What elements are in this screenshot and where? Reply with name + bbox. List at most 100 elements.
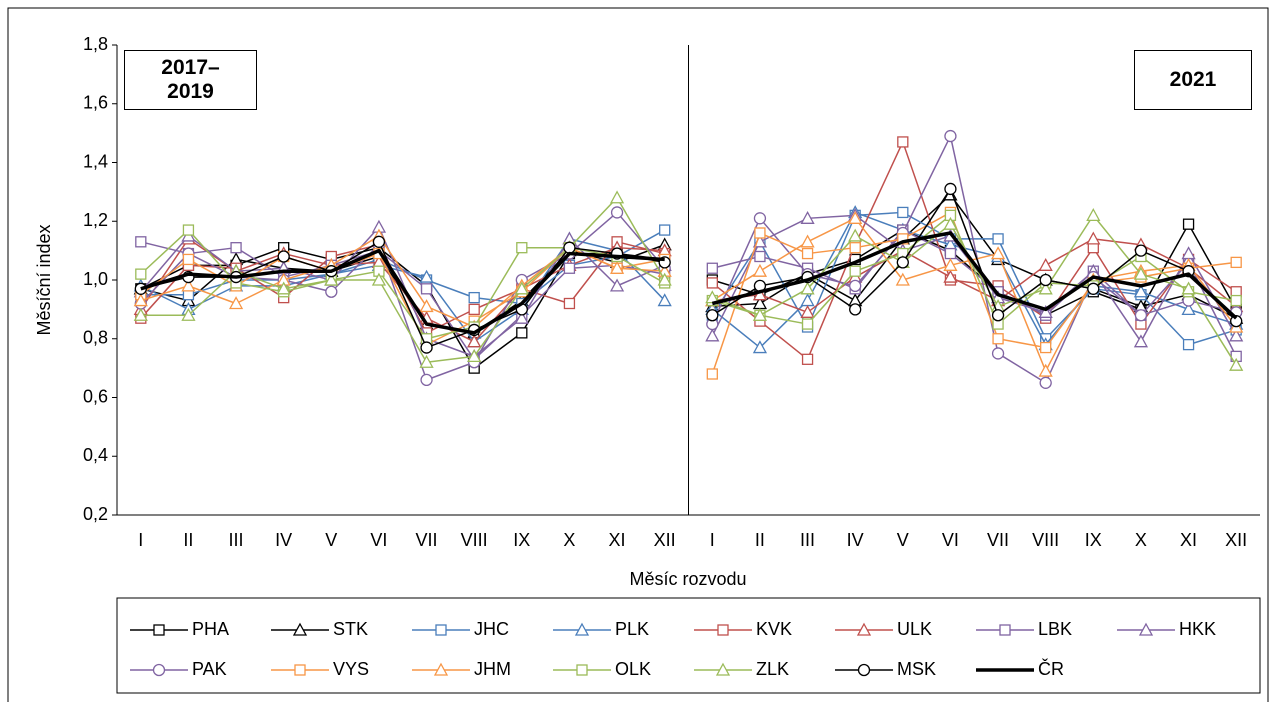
- y-tick-label: 1,4: [83, 151, 108, 171]
- marker: [1134, 309, 1148, 322]
- marker: [419, 354, 434, 368]
- marker: [609, 190, 625, 204]
- marker: [182, 253, 195, 266]
- marker: [419, 269, 434, 283]
- marker: [944, 247, 957, 260]
- x-tick-label: X: [563, 530, 575, 550]
- marker: [135, 268, 147, 280]
- marker: [1181, 281, 1196, 295]
- marker: [896, 256, 909, 269]
- marker: [514, 310, 529, 324]
- legend-label: ZLK: [756, 659, 789, 679]
- x-tick-label: IV: [847, 530, 864, 550]
- marker: [706, 309, 719, 322]
- legend-marker: [576, 664, 588, 676]
- series-line: [711, 135, 1237, 384]
- y-tick-label: 0,2: [83, 504, 108, 524]
- x-tick-label: II: [755, 530, 765, 550]
- marker: [1133, 284, 1149, 298]
- marker: [897, 136, 909, 148]
- marker: [801, 247, 814, 260]
- marker: [324, 272, 339, 286]
- series-line: [711, 217, 1237, 372]
- marker: [467, 349, 482, 363]
- legend-marker: [715, 662, 731, 676]
- x-tick-label: VI: [370, 530, 387, 550]
- marker: [133, 293, 148, 307]
- marker: [897, 233, 909, 245]
- marker: [848, 210, 863, 224]
- legend-label: JHM: [474, 659, 511, 679]
- marker: [849, 279, 862, 293]
- marker: [706, 277, 718, 289]
- legend-marker: [435, 624, 447, 636]
- marker: [1181, 246, 1196, 260]
- marker: [944, 182, 957, 196]
- legend-label: PAK: [192, 659, 227, 679]
- legend-label: JHC: [474, 619, 509, 639]
- y-tick-label: 1,6: [83, 93, 108, 113]
- marker: [516, 242, 528, 254]
- marker: [752, 340, 768, 354]
- marker: [563, 241, 576, 254]
- marker: [753, 212, 767, 225]
- marker: [181, 307, 196, 321]
- marker: [800, 234, 815, 248]
- y-tick-label: 0,8: [83, 328, 108, 348]
- chart-frame: [7, 7, 1269, 702]
- y-tick-label: 1,2: [83, 210, 108, 230]
- legend-marker: [857, 663, 871, 677]
- marker: [943, 216, 958, 230]
- x-tick-label: X: [1135, 530, 1147, 550]
- marker: [706, 368, 718, 380]
- series: [133, 190, 1244, 371]
- marker: [706, 262, 718, 274]
- marker: [609, 278, 625, 292]
- marker: [992, 233, 1004, 245]
- x-tick-label: V: [325, 530, 337, 550]
- series-line: [140, 226, 665, 358]
- marker: [1181, 302, 1196, 316]
- series-line: [140, 235, 665, 328]
- marker: [659, 224, 671, 236]
- marker: [1038, 363, 1053, 377]
- marker: [609, 260, 625, 274]
- legend-marker: [153, 624, 165, 636]
- marker: [1039, 273, 1052, 287]
- x-tick-label: XII: [654, 530, 676, 550]
- marker: [1182, 218, 1195, 230]
- legend-marker: [152, 663, 166, 677]
- series-line: [711, 211, 1237, 375]
- series-line: [140, 241, 665, 361]
- marker: [230, 242, 242, 254]
- period-label: 2017–2019: [124, 50, 257, 110]
- x-tick-label: VI: [942, 530, 959, 550]
- x-tick-label: II: [183, 530, 193, 550]
- marker: [801, 318, 814, 330]
- legend-marker: [292, 622, 308, 636]
- x-tick-label: III: [800, 530, 815, 550]
- legend-marker: [856, 622, 872, 636]
- y-tick-label: 0,6: [83, 386, 108, 406]
- marker: [1134, 244, 1148, 257]
- x-tick-label: V: [897, 530, 909, 550]
- marker: [1038, 281, 1053, 295]
- marker: [1230, 294, 1242, 307]
- y-axis-label: Měsíční index: [34, 224, 54, 335]
- legend-label: KVK: [756, 619, 792, 639]
- marker: [849, 303, 862, 316]
- series-line: [711, 211, 1237, 346]
- y-tick-label: 1,0: [83, 269, 108, 289]
- marker: [514, 281, 529, 295]
- marker: [563, 262, 576, 274]
- x-tick-label: I: [710, 530, 715, 550]
- marker: [800, 281, 815, 295]
- series-line: [711, 188, 1237, 322]
- x-tick-label: VIII: [1032, 530, 1059, 550]
- marker: [468, 303, 480, 316]
- series-line: [712, 194, 1237, 319]
- marker: [1133, 266, 1149, 280]
- marker: [181, 278, 196, 292]
- marker: [468, 291, 480, 304]
